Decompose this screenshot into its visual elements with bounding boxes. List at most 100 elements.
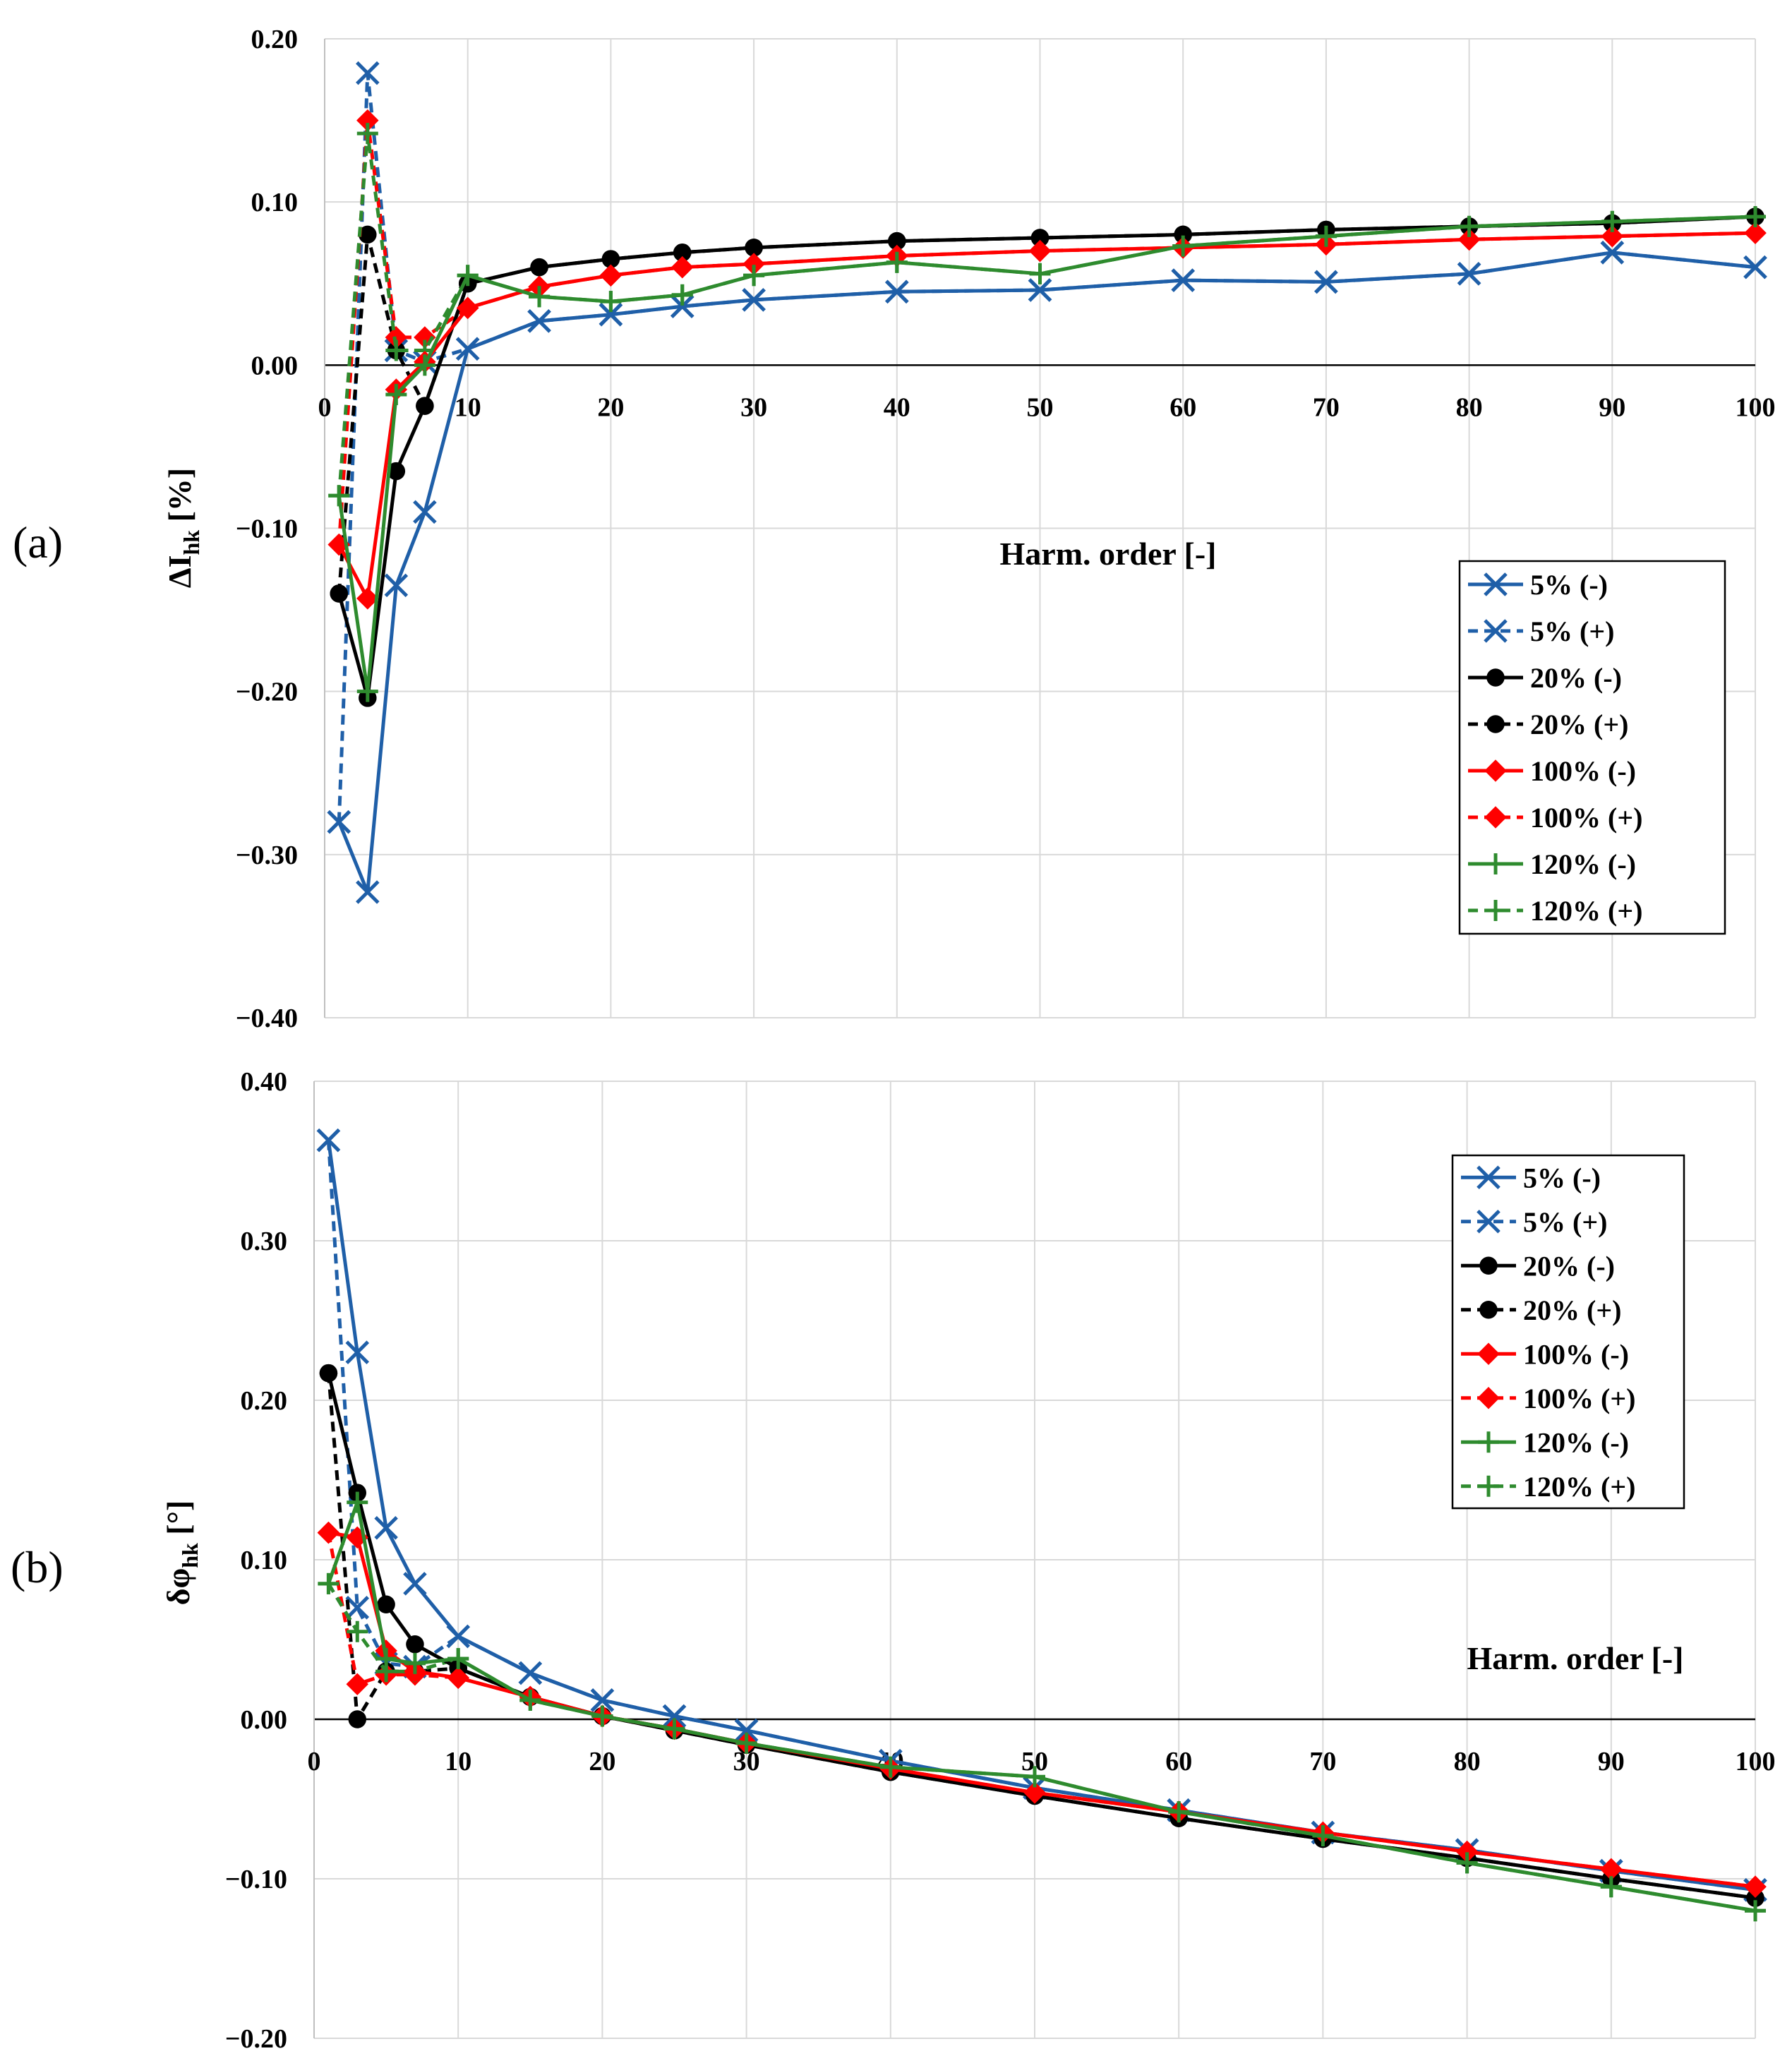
data-point [1745, 1900, 1766, 1922]
data-point [599, 302, 623, 327]
data-point [385, 339, 407, 361]
legend-marker [1486, 715, 1505, 733]
legend-label: 5% (+) [1523, 1206, 1607, 1238]
data-point [377, 1595, 395, 1614]
y-tick-label: 0.10 [251, 188, 299, 217]
y-tick-label: −0.30 [236, 841, 298, 870]
x-tick-label: 90 [1599, 392, 1625, 422]
data-point [1457, 262, 1481, 286]
data-point [745, 239, 763, 257]
legend-item: 120% (-) [1461, 1426, 1629, 1458]
data-point [416, 397, 434, 415]
data-point [1458, 215, 1480, 237]
data-point [742, 288, 766, 312]
legend-label: 120% (-) [1523, 1426, 1629, 1458]
legend: 5% (-) 5% (+) 20% (-) 20% (+) 100% (-) 100% (… [1451, 1154, 1685, 1510]
data-point [356, 880, 380, 904]
legend-label: 120% (+) [1523, 1471, 1635, 1503]
data-point [447, 1666, 469, 1689]
legend-item: 5% (+) [1461, 1206, 1607, 1238]
series-line [327, 1500, 1756, 1913]
series-line [337, 231, 1756, 601]
data-point [348, 1710, 367, 1728]
data-point [1601, 210, 1623, 232]
x-tick-label: 100 [1736, 392, 1776, 422]
data-point [1600, 1876, 1622, 1898]
series-120 [328, 205, 1766, 702]
x-tick-label: 80 [1454, 1747, 1481, 1776]
legend-label: 120% (+) [1530, 895, 1642, 927]
data-point [1174, 225, 1192, 244]
x-tick-label: 80 [1456, 392, 1483, 422]
legend-label: 20% (-) [1523, 1250, 1615, 1282]
legend-marker [1477, 1165, 1501, 1190]
data-point [662, 1704, 687, 1728]
legend-marker [1484, 806, 1507, 829]
data-point [327, 810, 351, 834]
y-axis-title: δφhk [°] [160, 1500, 203, 1606]
legend-label: 100% (+) [1530, 802, 1642, 834]
y-tick-label: −0.10 [236, 515, 298, 544]
series-100 [317, 1521, 1767, 1899]
data-point [345, 1340, 370, 1364]
data-point [734, 1719, 759, 1743]
series-line [326, 1532, 1756, 1889]
x-tick-label: 0 [318, 392, 332, 422]
legend-item: 20% (-) [1461, 1250, 1615, 1282]
data-point [670, 294, 694, 318]
legend-marker [1484, 619, 1508, 643]
y-axis-title-main: ΔI [162, 555, 198, 588]
data-point [601, 250, 620, 268]
data-point [1024, 1766, 1045, 1788]
legend-item: 120% (+) [1468, 895, 1642, 927]
data-point [735, 1732, 757, 1754]
y-axis-title-sub: hk [177, 1543, 203, 1568]
data-point [1315, 225, 1337, 247]
legend-item: 100% (-) [1461, 1338, 1629, 1370]
legend-item: 20% (+) [1461, 1294, 1621, 1326]
y-tick-label: 0.10 [241, 1546, 288, 1575]
x-tick-label: 30 [740, 392, 767, 422]
data-point [1455, 1840, 1479, 1863]
y-axis-title-sub: hk [179, 530, 204, 555]
legend-item: 100% (-) [1468, 755, 1636, 787]
data-point [673, 243, 692, 262]
data-point [590, 1688, 615, 1712]
legend-label: 5% (+) [1530, 615, 1614, 647]
data-point [530, 258, 548, 277]
data-point [742, 253, 765, 275]
data-point [347, 1491, 368, 1513]
series-120 [318, 1491, 1766, 1922]
data-point [1600, 241, 1625, 265]
data-point [356, 123, 378, 145]
data-point [318, 1572, 339, 1594]
y-axis-title-unit: [%] [162, 468, 198, 530]
data-point [1746, 1889, 1764, 1907]
data-point [1172, 235, 1194, 257]
data-point [319, 1364, 338, 1383]
legend-marker [1485, 900, 1506, 921]
data-point [347, 1620, 368, 1642]
data-point [671, 284, 693, 306]
data-point [519, 1689, 541, 1711]
data-point [359, 225, 377, 244]
panel-b-chart: 0.400.300.200.100.00−0.10−0.200102030405… [11, 1067, 1776, 2051]
series-line [337, 71, 1756, 822]
data-point [1314, 270, 1338, 294]
legend-marker [1478, 1475, 1499, 1497]
data-point [330, 584, 349, 603]
data-point [1601, 224, 1624, 248]
data-point [356, 680, 378, 702]
data-point [375, 1648, 397, 1670]
data-point [446, 1624, 470, 1649]
y-tick-label: 0.20 [241, 1386, 288, 1416]
x-tick-label: 40 [884, 392, 910, 422]
data-point [1168, 1801, 1190, 1823]
data-point [879, 1756, 901, 1778]
panel-a-chart: 0.20 0.10 0.00 −0.10 −0.20 −0.30 −0.40 0 10 20 30 4… [13, 25, 1776, 1033]
x-tick-label: 10 [445, 1747, 471, 1776]
series-line [337, 251, 1756, 894]
y-tick-label: 0.00 [251, 351, 299, 380]
series-100 [327, 109, 1767, 556]
x-tick-label: 0 [308, 1747, 321, 1776]
